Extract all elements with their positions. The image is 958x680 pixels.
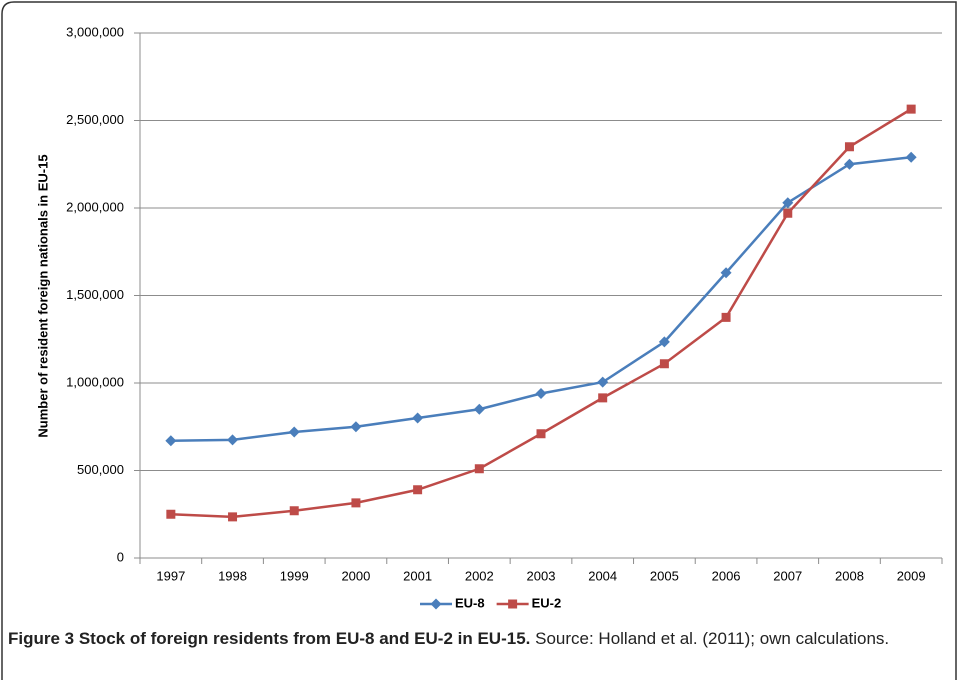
point bbox=[783, 208, 793, 218]
y-tick-label: 500,000 bbox=[77, 462, 124, 477]
y-tick-label: 2,500,000 bbox=[66, 112, 124, 127]
legend-marker bbox=[430, 598, 442, 610]
legend-label: EU-2 bbox=[532, 595, 562, 610]
legend-label: EU-8 bbox=[455, 595, 485, 610]
point bbox=[782, 197, 794, 209]
caption: Figure 3 Stock of foreign residents from… bbox=[8, 627, 948, 650]
point bbox=[289, 506, 299, 516]
y-tick-label: 1,000,000 bbox=[66, 374, 124, 389]
point bbox=[288, 426, 300, 438]
y-axis-label: Number of resident foreign nationals in … bbox=[35, 154, 50, 437]
point bbox=[598, 393, 608, 403]
point bbox=[659, 359, 669, 369]
x-tick-label: 2007 bbox=[773, 568, 802, 583]
point bbox=[228, 512, 238, 522]
point bbox=[535, 388, 547, 399]
point bbox=[906, 104, 916, 114]
point bbox=[844, 142, 854, 152]
point bbox=[227, 434, 239, 446]
point bbox=[658, 336, 670, 348]
point bbox=[413, 485, 423, 495]
x-tick-label: 1999 bbox=[280, 568, 309, 583]
point bbox=[350, 421, 362, 433]
point bbox=[905, 151, 917, 163]
y-tick-label: 3,000,000 bbox=[66, 24, 124, 39]
x-tick-label: 2003 bbox=[527, 568, 556, 583]
x-tick-label: 2009 bbox=[897, 568, 926, 583]
x-tick-label: 2000 bbox=[341, 568, 370, 583]
point bbox=[473, 403, 485, 415]
point bbox=[597, 376, 609, 388]
x-tick-label: 2004 bbox=[588, 568, 617, 583]
series-line bbox=[170, 108, 912, 519]
x-tick-label: 2002 bbox=[465, 568, 494, 583]
point bbox=[536, 429, 546, 439]
point bbox=[351, 498, 361, 508]
point bbox=[843, 158, 855, 170]
point bbox=[720, 267, 732, 279]
x-tick-label: 2008 bbox=[835, 568, 864, 583]
x-tick-label: 2006 bbox=[712, 568, 741, 583]
x-tick-label: 1998 bbox=[218, 568, 247, 583]
point bbox=[412, 412, 424, 424]
caption-title: Figure 3 Stock of foreign residents from… bbox=[8, 629, 531, 648]
x-tick-label: 2005 bbox=[650, 568, 679, 583]
point bbox=[474, 464, 484, 474]
point bbox=[721, 312, 731, 322]
point bbox=[165, 435, 177, 447]
x-tick-label: 1997 bbox=[156, 568, 185, 583]
point bbox=[166, 509, 176, 519]
y-tick-label: 0 bbox=[117, 549, 124, 564]
y-tick-label: 1,500,000 bbox=[66, 287, 124, 302]
caption-source: Source: Holland et al. (2011); own calcu… bbox=[535, 629, 890, 648]
y-tick-label: 2,000,000 bbox=[66, 199, 124, 214]
legend-marker bbox=[508, 599, 518, 609]
x-tick-label: 2001 bbox=[403, 568, 432, 583]
